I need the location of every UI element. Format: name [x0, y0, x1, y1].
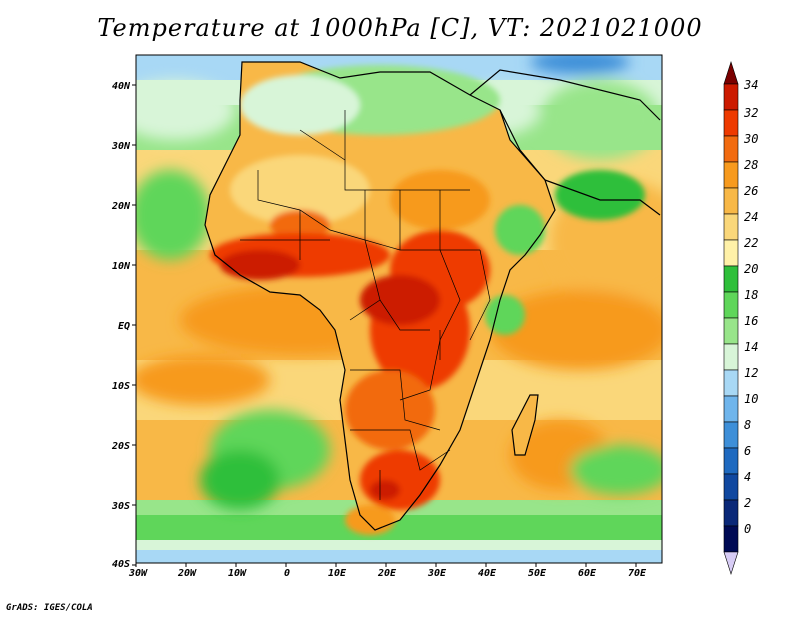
lat-label-30n: 30N — [111, 141, 131, 152]
colorbar-segment — [723, 239, 739, 267]
lat-label-10s: 10S — [112, 381, 130, 392]
temperature-field — [136, 55, 662, 563]
colorbar-segment — [723, 317, 739, 345]
lon-label-40e: 40E — [478, 568, 497, 579]
colorbar-segment — [723, 525, 739, 553]
colorbar-segment — [723, 135, 739, 163]
lat-label-10n: 10N — [112, 261, 131, 272]
colorbar-bottom-arrow — [723, 551, 739, 575]
colorbar-label-8: 8 — [744, 418, 751, 432]
colorbar-segment — [723, 499, 739, 527]
lon-label-20e: 20E — [377, 568, 397, 579]
grads-credit: GrADS: IGES/COLA — [6, 603, 93, 613]
colorbar-segment — [723, 187, 739, 215]
colorbar-label-28: 28 — [744, 158, 758, 172]
colorbar-label-34: 34 — [743, 78, 758, 92]
colorbar-label-24: 24 — [744, 210, 758, 224]
lon-label-20w: 20W — [177, 568, 197, 579]
colorbar-label-2: 2 — [744, 496, 751, 510]
colorbar-label-4: 4 — [744, 470, 751, 484]
lon-label-60e: 60E — [578, 568, 597, 579]
lat-label-20s: 20S — [111, 441, 130, 452]
colorbar-top-arrow — [723, 61, 739, 85]
lon-label-70e: 70E — [628, 568, 647, 579]
colorbar-label-6: 6 — [744, 444, 751, 458]
colorbar-label-14: 14 — [744, 340, 758, 354]
colorbar-segment — [723, 83, 739, 111]
map-title: Temperature at 1000hPa [C], VT: 20210210… — [97, 14, 703, 42]
colorbar-segment — [723, 473, 739, 501]
colorbar-segment — [723, 447, 739, 475]
lat-label-20n: 20N — [111, 201, 131, 212]
lon-label-30e: 30E — [427, 568, 447, 579]
colorbar-label-22: 22 — [744, 236, 758, 250]
lat-label-eq: EQ — [118, 321, 130, 332]
colorbar-segment — [723, 369, 739, 397]
colorbar-segment — [723, 265, 739, 293]
lon-label-0: 0 — [284, 568, 290, 579]
lon-label-50e: 50E — [528, 568, 547, 579]
colorbar-label-16: 16 — [744, 314, 758, 328]
colorbar-label-20: 20 — [744, 262, 758, 276]
colorbar-label-18: 18 — [744, 288, 758, 302]
colorbar-segment — [723, 421, 739, 449]
lon-label-30w: 30W — [128, 568, 148, 579]
colorbar-label-26: 26 — [744, 184, 758, 198]
lat-label-30s: 30S — [111, 501, 130, 512]
plot-frame — [135, 54, 663, 564]
colorbar-label-30: 30 — [743, 132, 758, 146]
colorbar-segment — [723, 291, 739, 319]
colorbar-segment — [723, 343, 739, 371]
lat-label-40n: 40N — [112, 81, 131, 92]
colorbar-label-32: 32 — [743, 106, 758, 120]
colorbar-label-12: 12 — [744, 366, 758, 380]
colorbar-label-0: 0 — [744, 522, 751, 536]
colorbar-segment — [723, 161, 739, 189]
colorbar-segment — [723, 213, 739, 241]
colorbar-segment — [723, 395, 739, 423]
colorbar-segment — [723, 109, 739, 137]
colorbar-label-10: 10 — [744, 392, 758, 406]
lat-label-40s: 40S — [112, 559, 130, 570]
colorbar — [723, 61, 739, 575]
lon-label-10e: 10E — [328, 568, 347, 579]
lon-label-10w: 10W — [228, 568, 247, 579]
